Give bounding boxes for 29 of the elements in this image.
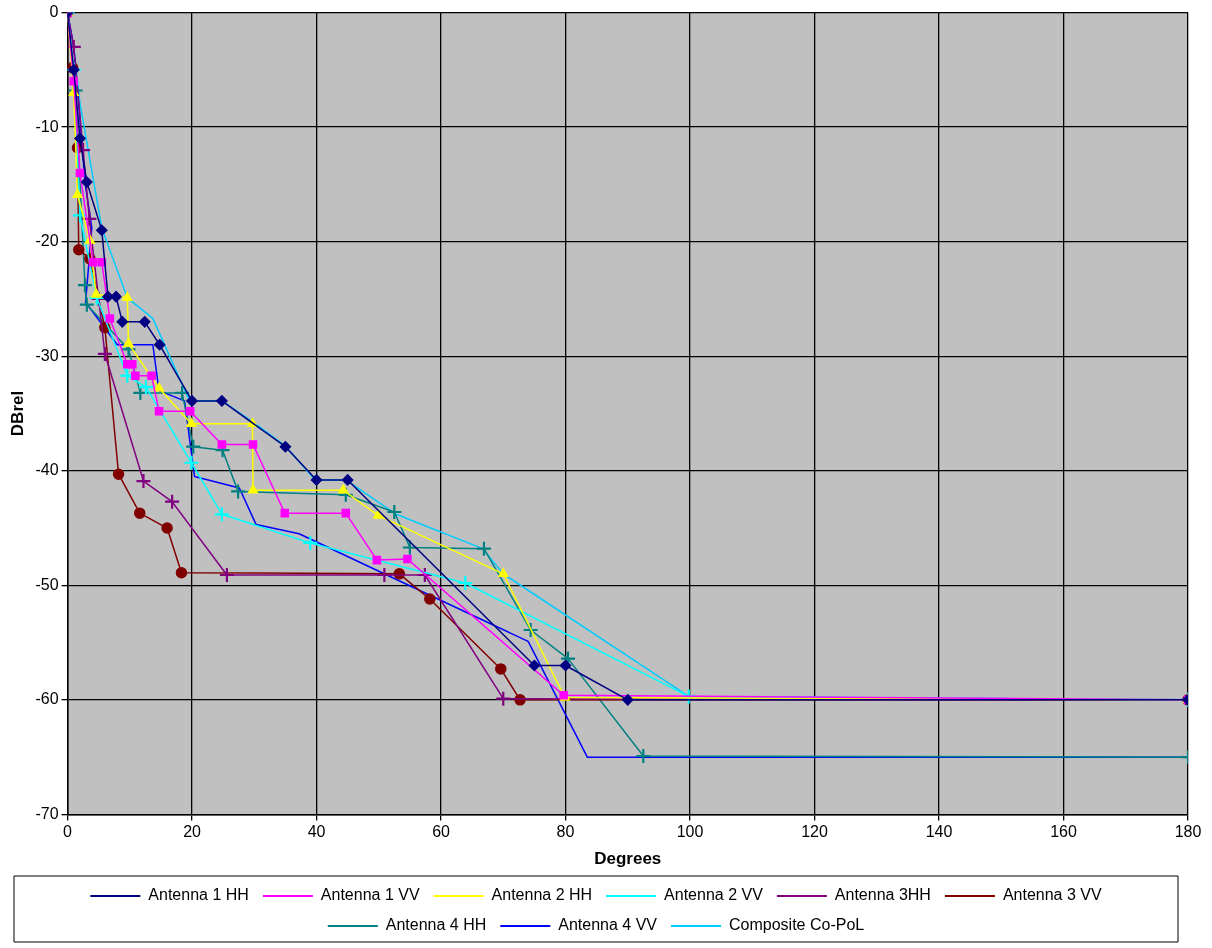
- y-tick-label: 0: [49, 3, 59, 21]
- legend-label: Antenna 3 VV: [1002, 886, 1102, 904]
- x-axis-title: Degrees: [594, 849, 662, 869]
- x-tick-label: 100: [676, 823, 704, 841]
- y-tick-label: -40: [35, 461, 59, 479]
- x-tick-label: 60: [432, 823, 451, 841]
- x-tick-label: 40: [307, 823, 326, 841]
- legend-label: Composite Co-PoL: [729, 916, 865, 934]
- y-tick-label: -30: [35, 346, 59, 364]
- x-tick-label: 0: [63, 823, 73, 841]
- x-tick-label: 120: [801, 823, 828, 841]
- x-tick-label: 20: [183, 823, 202, 841]
- x-tick-label: 140: [925, 823, 953, 841]
- x-tick-label: 80: [556, 823, 575, 841]
- y-tick-label: -70: [35, 804, 59, 822]
- legend-label: Antenna 3HH: [834, 886, 931, 904]
- legend-label: Antenna 1 VV: [320, 886, 420, 904]
- legend-label: Antenna 4 HH: [385, 916, 487, 934]
- y-tick-label: -20: [35, 232, 59, 250]
- x-tick-label: 180: [1174, 823, 1202, 841]
- legend-label: Antenna 1 HH: [148, 886, 249, 904]
- y-tick-label: -50: [35, 575, 59, 593]
- y-axis-title: DBrel: [7, 390, 27, 437]
- legend-label: Antenna 4 VV: [558, 916, 658, 934]
- legend-label: Antenna 2 VV: [664, 886, 764, 904]
- y-tick-label: -60: [35, 690, 59, 708]
- y-tick-label: -10: [35, 117, 59, 135]
- x-tick-label: 160: [1050, 823, 1077, 841]
- legend-label: Antenna 2 HH: [491, 886, 593, 904]
